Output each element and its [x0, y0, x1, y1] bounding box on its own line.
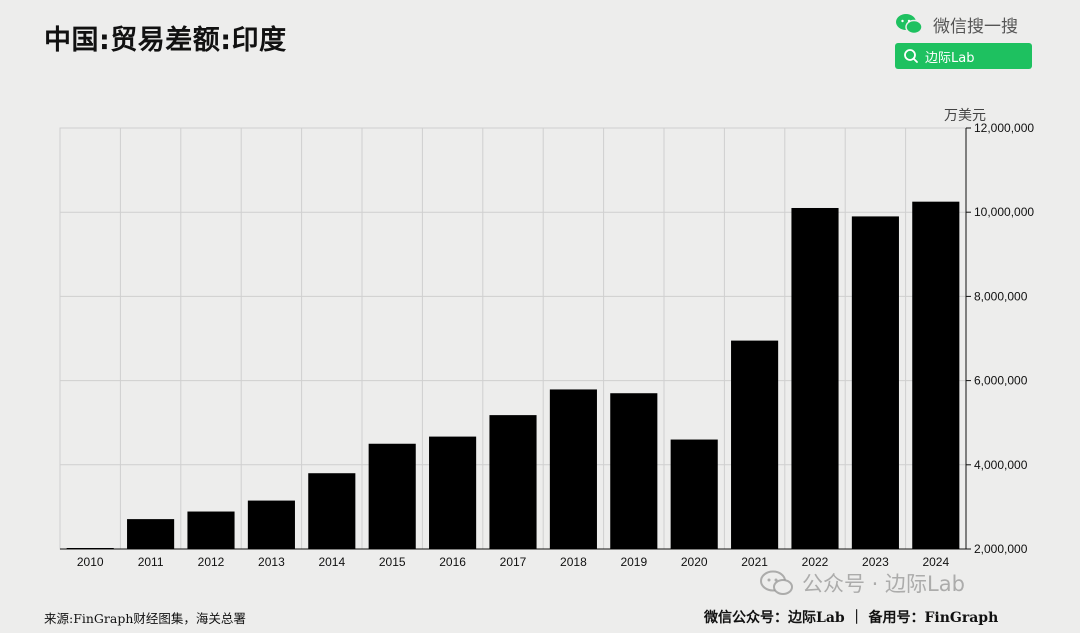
bar-2020 — [670, 439, 718, 549]
bar-2012 — [187, 511, 235, 549]
wechat-search-button[interactable]: 边际Lab — [895, 43, 1032, 69]
bar-2023 — [851, 216, 899, 549]
x-tick-label: 2011 — [138, 555, 164, 569]
bar-2022 — [791, 207, 839, 550]
x-tick-label: 2013 — [258, 555, 285, 569]
watermark-text: 公众号 · 边际Lab — [802, 572, 965, 596]
x-tick-label: 2020 — [681, 555, 708, 569]
x-tick-label: 2024 — [922, 555, 949, 569]
y-tick-label: 8,000,000 — [974, 289, 1028, 303]
x-tick-label: 2017 — [500, 555, 527, 569]
x-tick-label: 2014 — [318, 555, 345, 569]
bar-2014 — [308, 473, 356, 549]
chart-bars — [66, 201, 960, 550]
y-axis-ticks: 2,000,000 4,000,000 6,000,000 8,000,000 10,0… — [966, 121, 1034, 556]
bar-2015 — [368, 443, 416, 549]
x-tick-label: 2012 — [198, 555, 225, 569]
bar-2024 — [912, 201, 960, 550]
x-tick-label: 2018 — [560, 555, 587, 569]
x-tick-label: 2016 — [439, 555, 466, 569]
search-icon — [904, 49, 918, 63]
x-tick-label: 2015 — [379, 555, 406, 569]
x-axis-ticks: 2010 2011 2012 2013 2014 2015 2016 2017 2018 2019… — [77, 555, 950, 569]
wechat-header: 微信搜一搜 — [895, 10, 1035, 38]
wechat-watermark-icon — [760, 570, 793, 595]
y-tick-label: 4,000,000 — [974, 458, 1028, 472]
credit-line: 微信公众号：边际Lab ｜ 备用号：FinGraph — [704, 610, 999, 626]
bar-2021 — [731, 340, 779, 549]
wechat-search-label: 微信搜一搜 — [933, 16, 1018, 37]
x-tick-label: 2019 — [620, 555, 647, 569]
bar-2013 — [247, 500, 295, 549]
x-tick-label: 2010 — [77, 555, 104, 569]
bar-2010 — [66, 548, 114, 549]
bar-2017 — [489, 415, 537, 549]
y-tick-label: 10,000,000 — [974, 205, 1034, 219]
bar-2019 — [610, 393, 658, 549]
chart-title: 中国:贸易差额:印度 — [44, 25, 287, 56]
wechat-search-widget: 微信搜一搜 边际Lab — [895, 10, 1035, 69]
y-tick-label: 6,000,000 — [974, 374, 1028, 388]
bar-2016 — [429, 436, 477, 549]
bar-2011 — [127, 519, 175, 549]
wechat-icon — [896, 14, 923, 35]
wechat-search-text: 边际Lab — [925, 50, 975, 66]
data-source: 来源:FinGraph财经图集，海关总署 — [44, 611, 246, 626]
y-tick-label: 2,000,000 — [974, 542, 1028, 556]
bar-2018 — [549, 389, 597, 549]
x-tick-label: 2021 — [741, 555, 768, 569]
x-tick-label: 2022 — [802, 555, 829, 569]
y-tick-label: 12,000,000 — [974, 121, 1034, 135]
y-axis-unit: 万美元 — [944, 108, 986, 124]
watermark: 公众号 · 边际Lab — [760, 568, 965, 598]
x-tick-label: 2023 — [862, 555, 889, 569]
